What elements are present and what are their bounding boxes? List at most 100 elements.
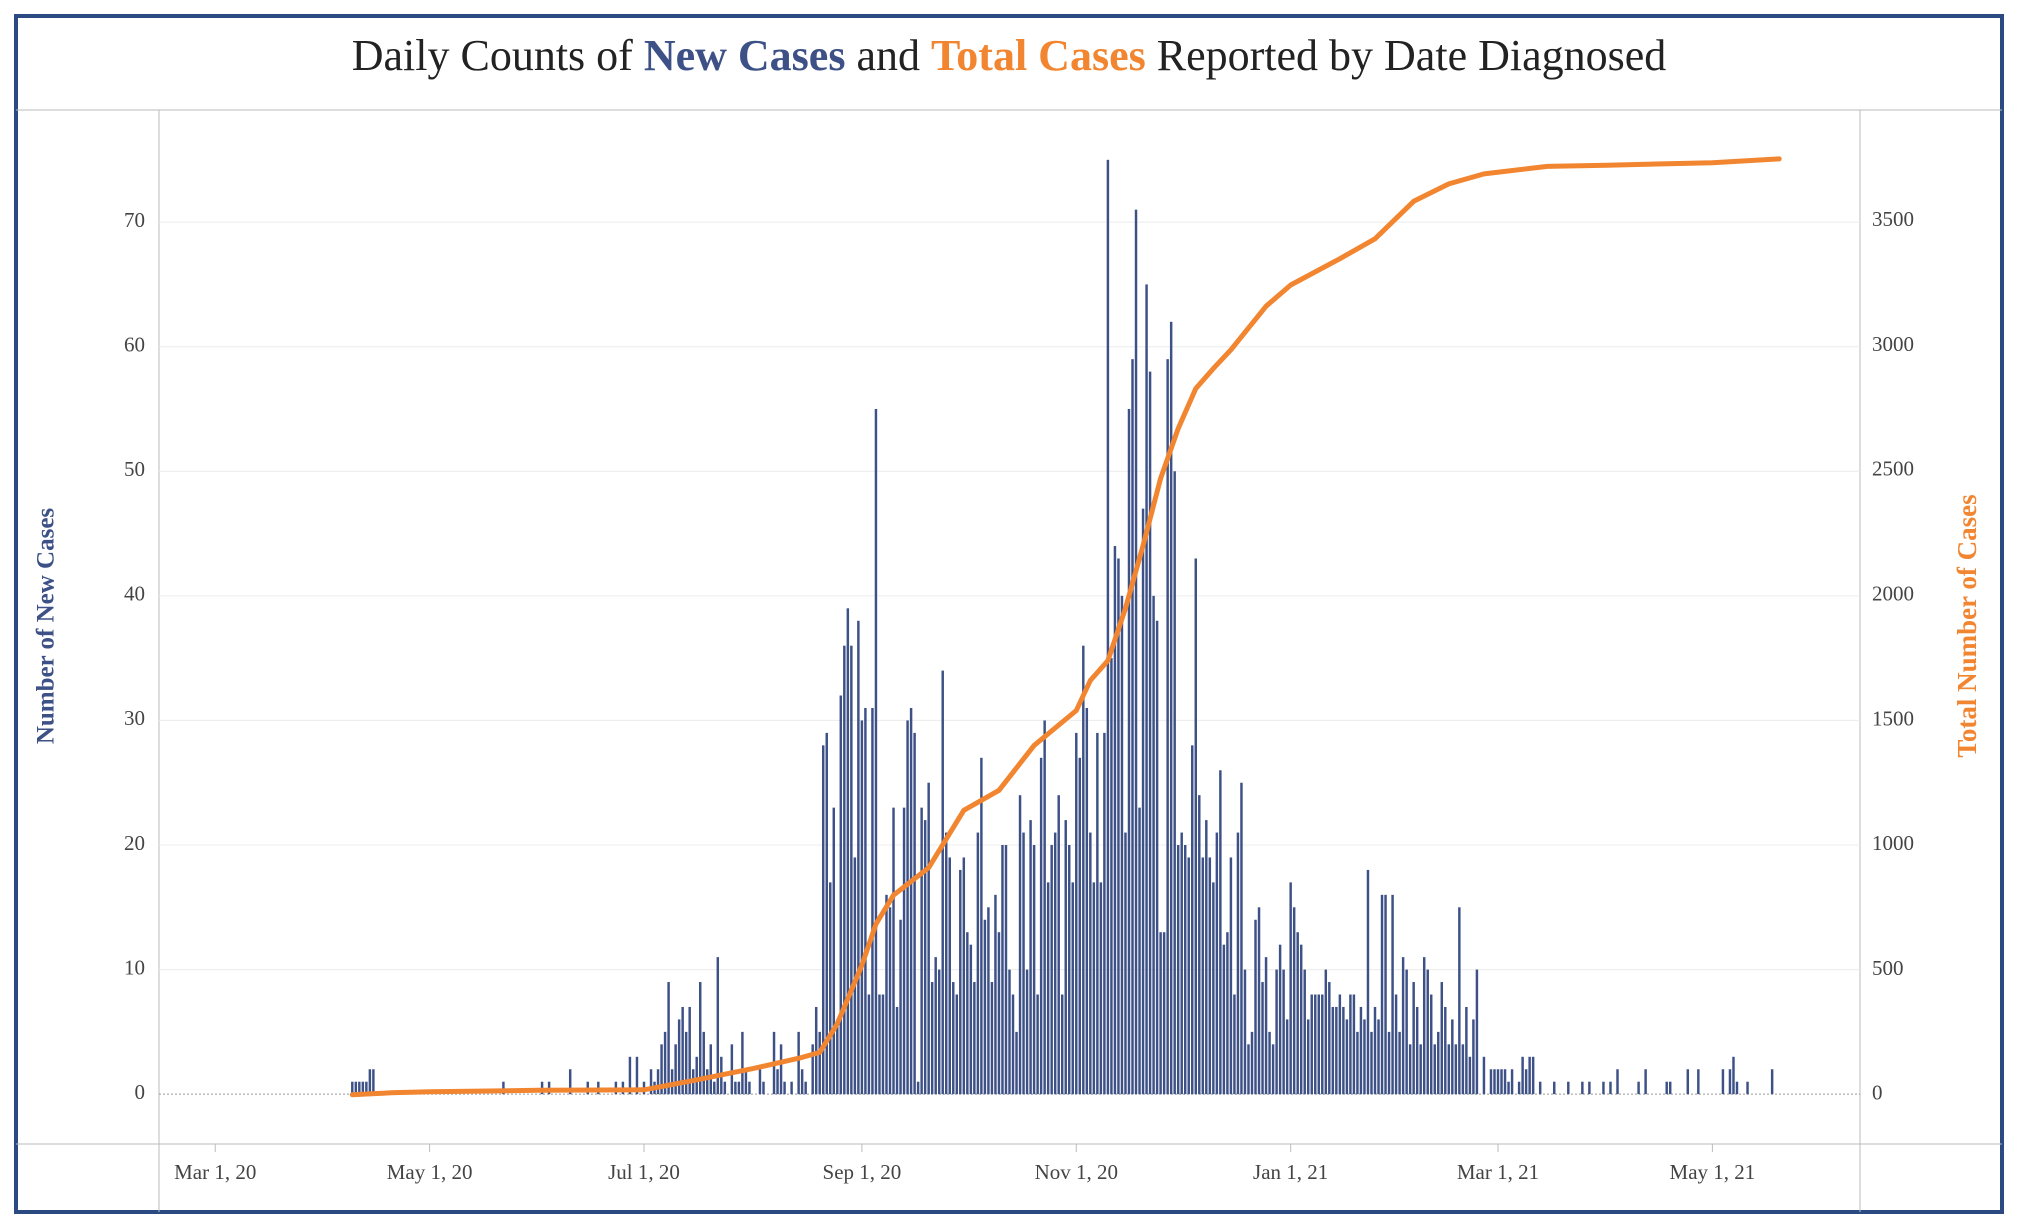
bar <box>1510 1069 1514 1095</box>
bar <box>783 1081 786 1095</box>
bar <box>1159 932 1162 1095</box>
bar <box>779 1044 783 1095</box>
title-text: Reported by Date Diagnosed <box>1156 31 1667 80</box>
bar <box>1285 1019 1289 1095</box>
bar <box>709 1044 713 1095</box>
bar <box>670 1069 674 1095</box>
bar <box>814 1006 818 1095</box>
bar <box>351 1081 354 1095</box>
bar <box>1373 1006 1377 1095</box>
bar <box>1289 882 1292 1095</box>
bar <box>1092 882 1096 1095</box>
bar <box>1314 994 1317 1095</box>
bar <box>1721 1069 1725 1095</box>
y-tick-label: 30 <box>124 706 145 730</box>
bar <box>372 1069 375 1095</box>
bar <box>762 1081 765 1095</box>
x-tick-label: Mar 1, 20 <box>174 1160 256 1184</box>
bar <box>1468 1056 1472 1095</box>
bar <box>1015 1031 1018 1095</box>
bar <box>1665 1081 1668 1095</box>
bar <box>1433 1044 1436 1095</box>
bar <box>895 1006 899 1095</box>
bar <box>1046 882 1050 1095</box>
x-tick-label: Mar 1, 21 <box>1457 1160 1539 1184</box>
bar <box>832 807 836 1095</box>
bar <box>674 1044 677 1095</box>
bar <box>1553 1081 1556 1095</box>
x-tick-label: May 1, 20 <box>387 1160 473 1184</box>
bar <box>997 932 1001 1095</box>
bar <box>1264 957 1268 1095</box>
bar <box>1183 845 1187 1095</box>
bar <box>1412 982 1415 1095</box>
bar <box>1602 1081 1605 1095</box>
bar <box>1117 558 1120 1095</box>
bar <box>702 1031 705 1095</box>
bar <box>776 1069 779 1095</box>
bar <box>1173 471 1176 1095</box>
bar <box>1366 869 1370 1095</box>
bar <box>983 919 987 1095</box>
bar <box>1064 820 1067 1095</box>
bar <box>1268 1031 1271 1095</box>
frame <box>14 14 2004 1214</box>
bar <box>1377 1019 1380 1095</box>
bar <box>1342 1006 1345 1095</box>
x-tick-label: Jan 1, 21 <box>1253 1160 1328 1184</box>
bar <box>1250 1031 1254 1095</box>
bar <box>885 894 888 1095</box>
bar <box>1352 994 1356 1095</box>
bar <box>874 408 878 1095</box>
bar <box>1120 595 1124 1095</box>
bar <box>1686 1069 1690 1095</box>
bar <box>1141 508 1145 1095</box>
bar <box>1166 359 1169 1095</box>
bar <box>867 994 871 1095</box>
bar <box>1588 1081 1591 1095</box>
bar <box>1415 1006 1419 1095</box>
bar <box>892 807 895 1095</box>
bar <box>1292 907 1296 1095</box>
bar <box>976 832 980 1095</box>
bar <box>857 620 860 1095</box>
bar <box>1018 795 1022 1095</box>
y-tick-label: 40 <box>124 582 145 606</box>
bar <box>871 707 874 1095</box>
total-line <box>349 156 1782 1098</box>
bar <box>1387 1031 1391 1095</box>
bar <box>1106 159 1110 1095</box>
bar <box>836 1019 839 1095</box>
bar <box>368 1069 372 1095</box>
bar <box>1233 994 1236 1095</box>
y-tick-label: 50 <box>124 457 145 481</box>
bar <box>1194 558 1197 1095</box>
bar <box>1257 907 1261 1095</box>
y2-tick-label: 3000 <box>1872 332 1914 356</box>
y2-tick-label: 0 <box>1872 1081 1883 1105</box>
x-tick-label: Sep 1, 20 <box>823 1160 902 1184</box>
bar <box>1447 1044 1451 1095</box>
bar <box>1770 1069 1774 1095</box>
bar <box>1496 1069 1500 1095</box>
bar <box>825 732 828 1095</box>
bar <box>734 1081 737 1095</box>
bar <box>1503 1069 1507 1095</box>
bar <box>1391 894 1394 1095</box>
bar <box>878 994 881 1095</box>
bar <box>927 782 930 1095</box>
title-series: Total Cases <box>931 31 1146 80</box>
bar <box>1205 820 1208 1095</box>
bar <box>948 857 951 1095</box>
bar <box>1317 994 1321 1095</box>
bar <box>1538 1081 1542 1095</box>
bar <box>713 1081 716 1095</box>
bar <box>1324 969 1328 1095</box>
bar <box>1261 982 1264 1095</box>
bar <box>959 869 962 1095</box>
bar <box>1198 795 1201 1095</box>
bar <box>913 732 916 1095</box>
bar <box>1380 894 1384 1095</box>
